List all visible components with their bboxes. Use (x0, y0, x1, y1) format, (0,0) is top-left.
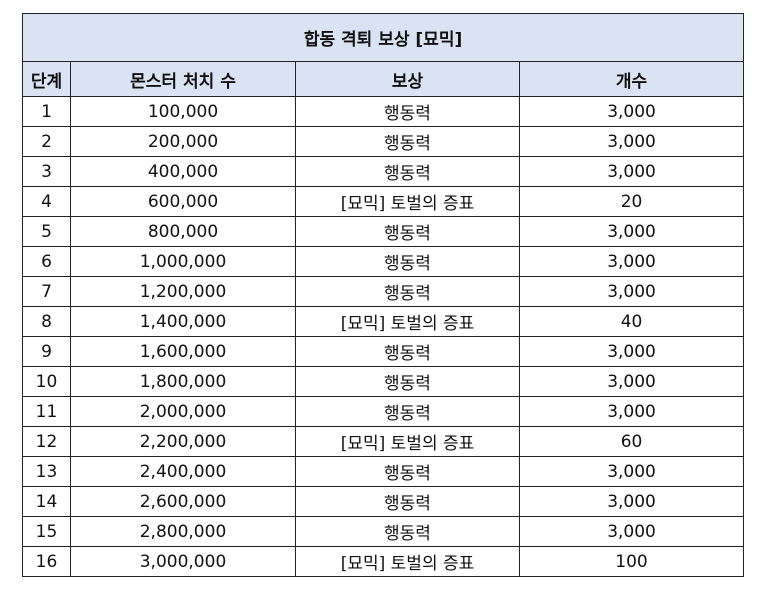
reward-table: 합동 격퇴 보상 [묘믹] 단계 몬스터 처치 수 보상 개수 1 100,000… (21, 13, 745, 577)
header-monster-kills: 몬스터 처치 수 (70, 61, 296, 97)
header-reward: 보상 (295, 61, 520, 97)
monster-kills-cell: 1,800,000 (70, 366, 296, 397)
reward-cell: 행동력 (295, 216, 520, 247)
reward-cell: 행동력 (295, 126, 520, 157)
count-cell: 3,000 (518, 246, 745, 277)
reward-table-container: 합동 격퇴 보상 [묘믹] 단계 몬스터 처치 수 보상 개수 1 100,000… (21, 13, 745, 577)
stage-cell: 2 (22, 126, 71, 157)
reward-cell: [묘믹] 토벌의 증표 (295, 426, 520, 457)
stage-cell: 7 (22, 276, 71, 307)
count-cell: 3,000 (518, 156, 745, 187)
monster-kills-cell: 2,600,000 (70, 486, 296, 517)
table-title: 합동 격퇴 보상 [묘믹] (21, 13, 745, 62)
stage-cell: 3 (22, 156, 71, 187)
reward-cell: 행동력 (295, 336, 520, 367)
monster-kills-cell: 1,200,000 (70, 276, 296, 307)
table-row: 12 2,200,000 [묘믹] 토벌의 증표 60 (22, 426, 745, 457)
reward-cell: 행동력 (295, 156, 520, 187)
count-cell: 3,000 (518, 276, 745, 307)
stage-cell: 13 (22, 456, 71, 487)
stage-cell: 10 (22, 366, 71, 397)
reward-cell: [묘믹] 토벌의 증표 (295, 306, 520, 337)
table-row: 8 1,400,000 [묘믹] 토벌의 증표 40 (22, 306, 745, 337)
reward-cell: 행동력 (295, 366, 520, 397)
stage-cell: 16 (22, 546, 71, 577)
monster-kills-cell: 2,000,000 (70, 396, 296, 427)
stage-cell: 8 (22, 306, 71, 337)
table-title-row: 합동 격퇴 보상 [묘믹] (21, 13, 745, 62)
count-cell: 3,000 (518, 336, 745, 367)
table-row: 16 3,000,000 [묘믹] 토벌의 증표 100 (22, 546, 745, 577)
table-row: 3 400,000 행동력 3,000 (22, 156, 745, 187)
reward-cell: 행동력 (295, 96, 520, 127)
table-row: 13 2,400,000 행동력 3,000 (22, 456, 745, 487)
table-row: 4 600,000 [묘믹] 토벌의 증표 20 (22, 186, 745, 217)
monster-kills-cell: 2,200,000 (70, 426, 296, 457)
stage-cell: 11 (22, 396, 71, 427)
monster-kills-cell: 2,800,000 (70, 516, 296, 547)
count-cell: 3,000 (518, 396, 745, 427)
count-cell: 3,000 (518, 516, 745, 547)
table-row: 5 800,000 행동력 3,000 (22, 216, 745, 247)
reward-cell: 행동력 (295, 276, 520, 307)
monster-kills-cell: 200,000 (70, 126, 296, 157)
monster-kills-cell: 1,600,000 (70, 336, 296, 367)
table-body: 1 100,000 행동력 3,000 2 200,000 행동력 3,000 3 400,000… (22, 96, 745, 577)
stage-cell: 9 (22, 336, 71, 367)
table-row: 15 2,800,000 행동력 3,000 (22, 516, 745, 547)
table-row: 9 1,600,000 행동력 3,000 (22, 336, 745, 367)
stage-cell: 1 (22, 96, 71, 127)
table-row: 7 1,200,000 행동력 3,000 (22, 276, 745, 307)
stage-cell: 5 (22, 216, 71, 247)
count-cell: 20 (518, 186, 745, 217)
monster-kills-cell: 3,000,000 (70, 546, 296, 577)
stage-cell: 4 (22, 186, 71, 217)
table-row: 2 200,000 행동력 3,000 (22, 126, 745, 157)
monster-kills-cell: 100,000 (70, 96, 296, 127)
count-cell: 3,000 (518, 126, 745, 157)
count-cell: 3,000 (518, 96, 745, 127)
header-stage: 단계 (22, 61, 71, 97)
count-cell: 100 (518, 546, 745, 577)
stage-cell: 12 (22, 426, 71, 457)
table-row: 1 100,000 행동력 3,000 (22, 96, 745, 127)
monster-kills-cell: 1,400,000 (70, 306, 296, 337)
table-row: 6 1,000,000 행동력 3,000 (22, 246, 745, 277)
count-cell: 3,000 (518, 486, 745, 517)
count-cell: 40 (518, 306, 745, 337)
count-cell: 3,000 (518, 366, 745, 397)
monster-kills-cell: 800,000 (70, 216, 296, 247)
stage-cell: 6 (22, 246, 71, 277)
reward-cell: [묘믹] 토벌의 증표 (295, 546, 520, 577)
stage-cell: 14 (22, 486, 71, 517)
table-row: 14 2,600,000 행동력 3,000 (22, 486, 745, 517)
count-cell: 3,000 (518, 216, 745, 247)
reward-cell: 행동력 (295, 516, 520, 547)
monster-kills-cell: 2,400,000 (70, 456, 296, 487)
reward-cell: [묘믹] 토벌의 증표 (295, 186, 520, 217)
monster-kills-cell: 600,000 (70, 186, 296, 217)
header-count: 개수 (518, 61, 745, 97)
column-header-row: 단계 몬스터 처치 수 보상 개수 (22, 61, 745, 97)
reward-cell: 행동력 (295, 456, 520, 487)
table-row: 11 2,000,000 행동력 3,000 (22, 396, 745, 427)
count-cell: 3,000 (518, 456, 745, 487)
reward-cell: 행동력 (295, 486, 520, 517)
stage-cell: 15 (22, 516, 71, 547)
reward-cell: 행동력 (295, 246, 520, 277)
table-row: 10 1,800,000 행동력 3,000 (22, 366, 745, 397)
monster-kills-cell: 1,000,000 (70, 246, 296, 277)
reward-cell: 행동력 (295, 396, 520, 427)
monster-kills-cell: 400,000 (70, 156, 296, 187)
count-cell: 60 (518, 426, 745, 457)
